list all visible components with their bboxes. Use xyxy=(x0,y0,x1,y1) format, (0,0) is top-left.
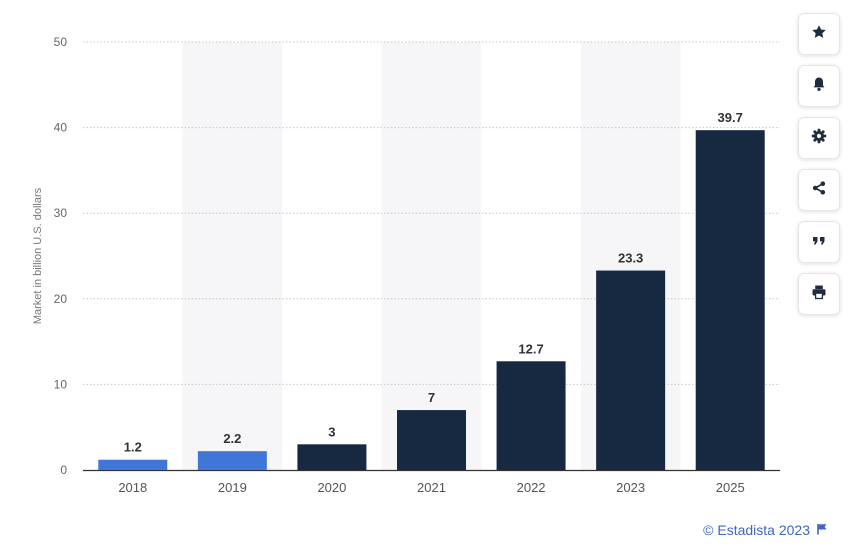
star-icon xyxy=(811,24,827,45)
band-2019 xyxy=(182,42,283,470)
settings-button[interactable] xyxy=(798,117,840,159)
bar-2018[interactable] xyxy=(98,459,168,470)
bar-2021[interactable] xyxy=(397,410,466,470)
x-tick-label: 2023 xyxy=(616,480,645,495)
credit-text[interactable]: © Estadista 2023 xyxy=(703,522,810,538)
x-axis-categories: 2018 2019 2020 2021 2022 2023 2025 xyxy=(118,480,744,495)
chart-toolbar xyxy=(798,13,840,325)
y-tick-label: 10 xyxy=(54,377,68,391)
bar-2020[interactable] xyxy=(297,444,367,470)
data-label-2018: 1.2 xyxy=(124,440,142,455)
y-axis-ticks: 0 10 20 30 40 50 xyxy=(54,35,68,477)
data-label-2020: 3 xyxy=(328,424,335,439)
source-credit[interactable]: © Estadista 2023 xyxy=(703,522,828,538)
bar-2023[interactable] xyxy=(596,270,666,470)
data-label-2021: 7 xyxy=(428,390,435,405)
x-tick-label: 2021 xyxy=(417,480,446,495)
gear-icon xyxy=(811,128,827,149)
print-button[interactable] xyxy=(798,273,840,315)
share-icon xyxy=(811,180,827,201)
x-tick-label: 2022 xyxy=(517,480,546,495)
y-tick-label: 0 xyxy=(60,463,67,477)
data-label-2023: 23.3 xyxy=(618,251,643,266)
y-tick-label: 30 xyxy=(54,206,68,220)
gridlines xyxy=(83,41,780,472)
bar-2022[interactable] xyxy=(496,361,566,470)
data-labels: 1.2 2.2 3 7 12.7 23.3 39.7 xyxy=(124,110,743,455)
quote-icon xyxy=(811,232,827,253)
data-label-2022: 12.7 xyxy=(518,341,543,356)
alternating-bands xyxy=(182,42,681,470)
bar-2025[interactable] xyxy=(695,130,765,470)
bell-icon xyxy=(811,76,827,97)
x-tick-label: 2019 xyxy=(218,480,247,495)
y-tick-label: 50 xyxy=(54,35,68,49)
bar-2019[interactable] xyxy=(197,451,267,470)
x-tick-label: 2018 xyxy=(118,480,147,495)
bars xyxy=(98,130,765,470)
y-axis-label: Market in billion U.S. dollars xyxy=(32,187,44,324)
favorite-button[interactable] xyxy=(798,13,840,55)
x-tick-label: 2020 xyxy=(317,480,346,495)
flag-icon xyxy=(816,522,828,538)
y-tick-label: 20 xyxy=(54,292,68,306)
print-icon xyxy=(811,284,827,305)
notification-button[interactable] xyxy=(798,65,840,107)
y-tick-label: 40 xyxy=(54,121,68,135)
x-tick-label: 2025 xyxy=(716,480,745,495)
share-button[interactable] xyxy=(798,169,840,211)
data-label-2019: 2.2 xyxy=(223,431,241,446)
data-label-2025: 39.7 xyxy=(718,110,743,125)
band-2021 xyxy=(381,42,482,470)
cite-button[interactable] xyxy=(798,221,840,263)
